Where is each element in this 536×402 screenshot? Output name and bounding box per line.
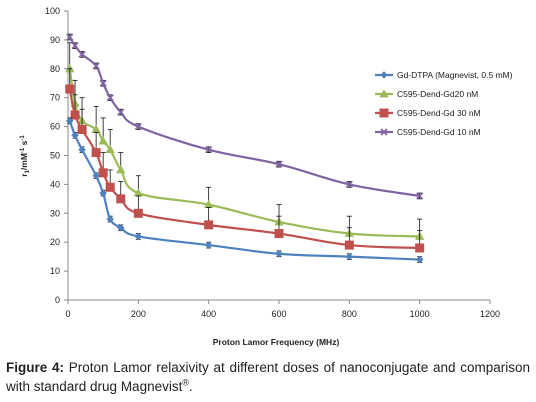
- data-point: [106, 94, 114, 102]
- data-point: [133, 208, 143, 218]
- data-point: [134, 123, 142, 131]
- x-tick-label: 200: [131, 309, 146, 319]
- series-3: [66, 33, 424, 200]
- y-tick-label: 80: [50, 64, 60, 74]
- legend-label: Gd-DTPA (Magnevist, 0.5 mM): [397, 70, 513, 80]
- data-point: [345, 252, 354, 261]
- data-point: [275, 249, 283, 258]
- x-tick-label: 1200: [480, 309, 500, 319]
- data-point: [92, 171, 100, 180]
- x-axis-label: Proton Lamor Frequency (MHz): [213, 337, 340, 347]
- data-point: [99, 189, 107, 197]
- data-point: [98, 136, 108, 145]
- legend: Gd-DTPA (Magnevist, 0.5 mM) C595-Dend-Gd2…: [375, 70, 513, 137]
- data-point: [415, 243, 425, 253]
- y-tick-label: 40: [50, 179, 60, 189]
- series-1: [65, 42, 425, 240]
- series-2: [65, 68, 425, 253]
- y-tick-label: 10: [50, 266, 60, 276]
- data-point: [71, 42, 79, 50]
- data-point: [345, 180, 353, 188]
- y-axis-label: r1/mM-1 s-1: [19, 135, 31, 177]
- y-tick-label: 30: [50, 208, 60, 218]
- x-tick-label: 800: [342, 309, 357, 319]
- y-tick-label: 90: [50, 35, 60, 45]
- data-point: [91, 148, 101, 158]
- legend-label: C595-Dend-Gd20 nM: [397, 89, 478, 99]
- caption-text: Proton Lamor relaxivity at different dos…: [6, 360, 530, 394]
- data-point: [65, 117, 74, 125]
- series-line: [68, 120, 420, 261]
- y-tick-label: 60: [50, 122, 60, 132]
- data-point: [116, 194, 126, 204]
- data-point: [415, 255, 424, 264]
- legend-marker: [379, 89, 389, 98]
- legend-marker: [380, 71, 388, 79]
- data-point: [70, 110, 80, 120]
- data-point: [204, 241, 213, 249]
- data-point: [77, 124, 87, 134]
- caption-end: .: [188, 379, 193, 394]
- x-tick-label: 0: [65, 309, 70, 319]
- data-point: [92, 62, 100, 70]
- data-point: [106, 215, 114, 223]
- x-tick-label: 600: [271, 309, 286, 319]
- data-point: [116, 165, 126, 174]
- data-point: [344, 240, 354, 250]
- data-point: [105, 182, 115, 192]
- y-tick-label: 50: [50, 151, 60, 161]
- data-point: [105, 144, 115, 154]
- legend-marker: [380, 128, 388, 136]
- legend-marker: [379, 108, 389, 118]
- legend-label: C595-Dend-Gd 30 nM: [397, 108, 481, 118]
- data-point: [117, 108, 125, 116]
- data-point: [116, 223, 125, 232]
- y-tick-label: 70: [50, 93, 60, 103]
- data-point: [78, 50, 86, 58]
- data-point: [416, 192, 424, 200]
- figure-label: Figure 4:: [6, 360, 65, 375]
- legend-label: C595-Dend-Gd 10 nM: [397, 127, 481, 137]
- registered-mark: ®: [182, 377, 189, 388]
- data-point: [205, 146, 213, 154]
- series-layer: [65, 33, 425, 264]
- data-point: [98, 168, 108, 178]
- data-point: [204, 220, 214, 230]
- data-point: [274, 229, 284, 239]
- data-point: [66, 33, 74, 41]
- y-tick-label: 100: [45, 6, 60, 16]
- x-tick-label: 400: [201, 309, 216, 319]
- x-tick-label: 1000: [410, 309, 430, 319]
- figure-caption: Figure 4: Proton Lamor relaxivity at dif…: [6, 358, 530, 396]
- data-point: [78, 145, 86, 154]
- data-point: [99, 79, 107, 87]
- data-point: [71, 131, 79, 140]
- y-tick-label: 0: [55, 295, 60, 305]
- y-tick-label: 20: [50, 237, 60, 247]
- data-point: [65, 84, 75, 94]
- data-point: [275, 160, 283, 168]
- data-point: [134, 232, 143, 241]
- series-0: [65, 117, 424, 264]
